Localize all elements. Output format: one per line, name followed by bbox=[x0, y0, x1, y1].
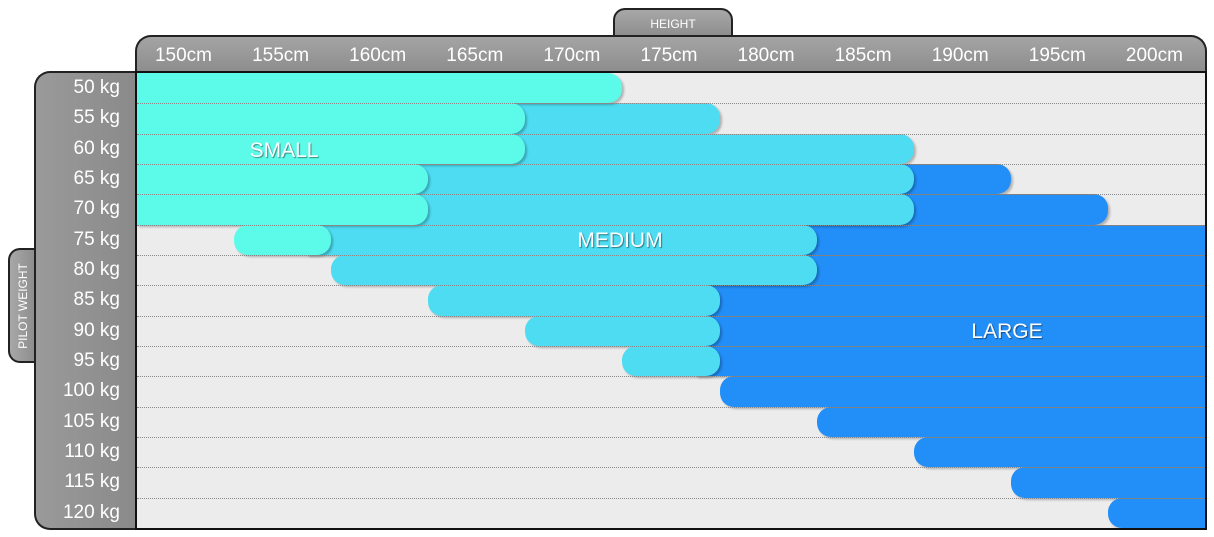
gridline bbox=[137, 255, 1205, 256]
gridline bbox=[137, 285, 1205, 287]
x-tick-label: 165cm bbox=[446, 45, 504, 66]
bar-large bbox=[695, 346, 1205, 377]
bar-medium bbox=[307, 224, 817, 255]
y-tick-label: 65 kg bbox=[73, 168, 120, 189]
x-tick-label: 155cm bbox=[252, 45, 310, 66]
height-axis-header: 150cm 155cm 160cm 165cm 170cm 175cm 180cm 185cm… bbox=[135, 35, 1207, 73]
gridline bbox=[137, 194, 1205, 196]
gridline bbox=[137, 437, 1205, 438]
bar-medium bbox=[404, 164, 914, 195]
gridline bbox=[137, 497, 1205, 499]
bar-small bbox=[137, 194, 429, 225]
x-tick-label: 160cm bbox=[349, 45, 407, 66]
size-label-small: SMALL bbox=[249, 139, 319, 162]
gridline bbox=[137, 346, 1205, 347]
y-tick-label: 95 kg bbox=[73, 350, 120, 371]
x-tick-label: 185cm bbox=[834, 45, 892, 66]
gridline bbox=[137, 315, 1205, 317]
gridline bbox=[137, 376, 1205, 378]
bar-large bbox=[889, 194, 1108, 225]
height-axis-tab: HEIGHT bbox=[613, 8, 733, 38]
x-tick-label: 150cm bbox=[154, 45, 213, 66]
y-tick-label: 85 kg bbox=[73, 289, 120, 311]
gridline bbox=[137, 103, 1205, 105]
y-tick-label: 50 kg bbox=[73, 77, 120, 98]
gridline bbox=[137, 133, 1205, 135]
x-tick-label: 195cm bbox=[1028, 45, 1086, 66]
y-tick-label: 90 kg bbox=[73, 319, 120, 341]
y-tick-label: 75 kg bbox=[73, 228, 120, 250]
y-tick-label: 70 kg bbox=[73, 198, 120, 220]
size-label-large: LARGE bbox=[971, 320, 1043, 343]
y-tick-label: 105 kg bbox=[62, 410, 120, 432]
bar-small bbox=[137, 164, 429, 195]
x-tick-label: 170cm bbox=[543, 45, 601, 66]
bar-small bbox=[137, 103, 526, 134]
bar-large bbox=[792, 224, 1205, 255]
pilot-weight-axis-tab: PILOT WEIGHT bbox=[8, 248, 36, 363]
bar-large bbox=[913, 437, 1205, 468]
gridline bbox=[137, 467, 1205, 469]
bar-medium bbox=[622, 346, 720, 377]
x-tick-label: 200cm bbox=[1125, 45, 1183, 66]
bar-small bbox=[234, 224, 332, 255]
bar-medium bbox=[404, 194, 914, 225]
y-tick-label: 115 kg bbox=[64, 471, 120, 493]
bar-medium bbox=[501, 103, 720, 134]
bar-medium bbox=[525, 315, 720, 346]
bar-small bbox=[137, 133, 526, 164]
pilot-weight-label: PILOT WEIGHT bbox=[16, 262, 30, 349]
weight-axis-panel: 50 kg 55 kg 60 kg 65 kg 70 kg 75 kg 80 kg 85 kg… bbox=[34, 71, 136, 530]
bar-medium bbox=[428, 285, 720, 316]
size-chart-plot: SMALL MEDIUM LARGE bbox=[135, 71, 1207, 530]
y-tick-label: 55 kg bbox=[73, 107, 120, 129]
y-tick-label: 120 kg bbox=[62, 501, 120, 523]
y-tick-label: 60 kg bbox=[73, 137, 120, 159]
bar-large bbox=[1107, 497, 1205, 528]
gridline bbox=[137, 164, 1205, 165]
size-label-medium: MEDIUM bbox=[577, 229, 663, 252]
bar-large bbox=[695, 285, 1205, 316]
gridline bbox=[137, 406, 1205, 408]
bar-large bbox=[719, 376, 1205, 407]
bar-large bbox=[695, 315, 1205, 346]
bar-medium bbox=[501, 133, 914, 164]
x-tick-label: 180cm bbox=[737, 45, 795, 66]
y-tick-label: 100 kg bbox=[62, 380, 120, 402]
bar-medium bbox=[331, 255, 817, 286]
bar-large bbox=[1010, 467, 1205, 498]
bar-large bbox=[816, 406, 1205, 437]
x-tick-label: 175cm bbox=[640, 45, 698, 66]
y-tick-label: 80 kg bbox=[73, 259, 120, 280]
bar-large bbox=[792, 255, 1205, 286]
y-tick-label: 110 kg bbox=[64, 441, 120, 462]
gridline bbox=[137, 224, 1205, 226]
bar-small bbox=[137, 73, 623, 104]
x-tick-label: 190cm bbox=[931, 45, 989, 66]
